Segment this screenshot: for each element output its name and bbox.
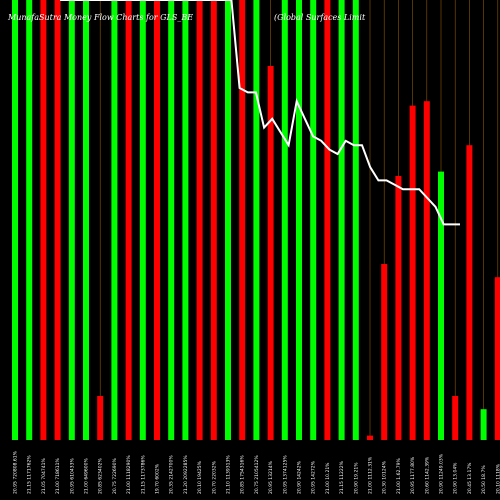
x-tick-label: 21.00 1112.31% <box>368 456 374 494</box>
x-tick-label: 20.90 19.21% <box>353 462 359 494</box>
x-tick-label: 21.00 10.21% <box>325 462 331 494</box>
x-tick-label: 21.20 2092285% <box>183 455 189 494</box>
x-tick-label: 21.15 1171762% <box>27 455 33 494</box>
bar <box>40 0 47 440</box>
x-tick-label: 20.30 10124% <box>382 460 388 494</box>
x-tick-label: 20.85 1754316% <box>240 455 246 494</box>
x-tick-label: 21.10 1139313% <box>226 455 232 494</box>
x-tick-label: 20.90 13.04% <box>453 462 459 494</box>
x-tick-label: 20.60 1142.39% <box>424 456 430 494</box>
bar <box>452 396 459 440</box>
x-tick-label: 21.00 1.62.79% <box>396 458 402 494</box>
x-tick-label: 20.75 2105412% <box>254 455 260 494</box>
bar <box>12 0 18 440</box>
bar <box>409 105 416 440</box>
x-tick-label: 20.35 2142700% <box>169 455 175 494</box>
bar <box>54 0 61 440</box>
bar <box>310 0 317 440</box>
x-tick-label: 21.05 704741% <box>41 458 47 494</box>
bar <box>97 396 104 440</box>
bar-series <box>12 0 500 440</box>
bar <box>381 264 388 440</box>
x-tick-label: 20.90 14242% <box>297 460 303 494</box>
x-tick-label: 21.00 718611% <box>55 458 61 494</box>
x-tick-label: 21.15 11222% <box>339 460 345 494</box>
x-tick-label: 20.85 623402% <box>98 458 104 494</box>
bar <box>494 277 500 440</box>
bar <box>395 176 402 440</box>
bar <box>324 0 331 440</box>
x-tick-label: 20.75 722690% <box>112 458 118 494</box>
bar <box>210 0 217 440</box>
bar <box>338 0 345 440</box>
bar <box>225 0 231 440</box>
bar <box>68 0 75 440</box>
x-tick-label: 21.15 1173786% <box>140 455 146 494</box>
x-tick-label: 20.45 13.17% <box>467 462 473 494</box>
x-tick-label: 19.70 6002% <box>155 463 161 494</box>
x-tick-label: 21.00 649600% <box>84 458 90 494</box>
bar <box>367 435 373 440</box>
bar <box>139 0 146 440</box>
bar <box>253 0 260 440</box>
bar <box>154 0 160 440</box>
bar <box>438 171 444 440</box>
x-tick-label: 20.10 19425% <box>197 460 203 494</box>
x-tick-label: 20.95 720808.61% <box>13 450 19 494</box>
bar <box>196 0 203 440</box>
bar <box>111 0 118 440</box>
chart-subtitle: (Global Surfaces Limit <box>274 13 366 22</box>
bar <box>182 0 189 440</box>
x-tick-label: 20.90 11249.03% <box>439 453 445 494</box>
x-tick-label: 20.95 1177.80% <box>410 456 416 494</box>
bar <box>267 66 274 440</box>
x-tick-label: 20.95 14272% <box>311 460 317 494</box>
x-tick-label: 20.10 1118% <box>495 463 500 494</box>
x-tick-label: 20.95 610433% <box>69 458 75 494</box>
bar <box>239 0 246 440</box>
x-tick-label: 21.00 1118290% <box>126 455 132 494</box>
bar <box>466 145 473 440</box>
bar <box>352 0 359 440</box>
x-tick-labels: 20.95 720808.61% 21.15 1171762% 21.05 7047… <box>13 450 500 494</box>
bar <box>125 0 132 440</box>
bar <box>296 0 302 440</box>
bar <box>281 0 288 440</box>
x-tick-label: 20.50 18.7% <box>481 465 487 494</box>
x-tick-label: 20.95 1374125% <box>282 455 288 494</box>
x-tick-label: 20.70 22032% <box>211 460 217 494</box>
bar <box>168 0 175 440</box>
x-tick-label: 20.95 13214% <box>268 460 274 494</box>
chart-title: MunafaSutra Money Flow Charts for GLS_BE <box>7 13 193 22</box>
bar <box>83 0 89 440</box>
bar <box>480 409 487 440</box>
money-flow-line <box>60 0 460 226</box>
bar <box>26 0 33 440</box>
bar <box>423 101 430 440</box>
